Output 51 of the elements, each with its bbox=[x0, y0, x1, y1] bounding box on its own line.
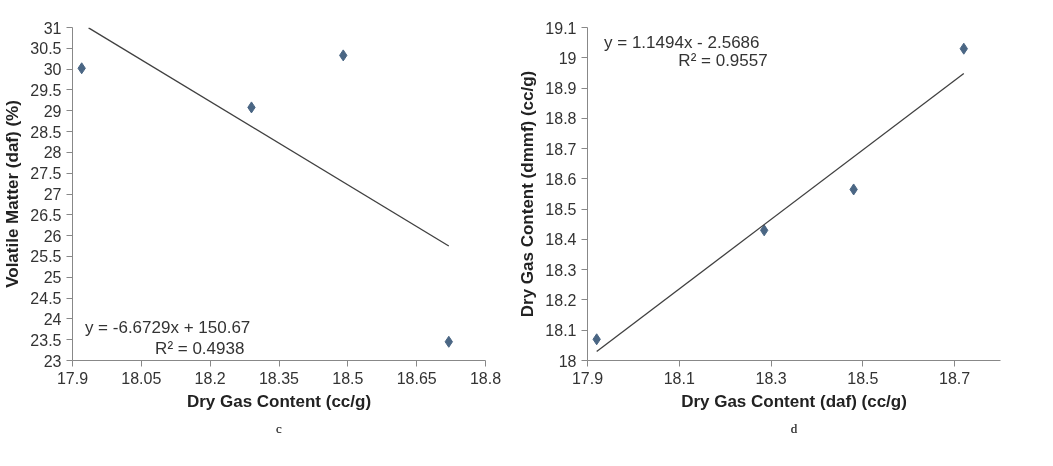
y-tick-label: 18.2 bbox=[545, 291, 577, 309]
y-tick-label: 18.7 bbox=[545, 140, 577, 158]
y-tick-label: 26.5 bbox=[30, 206, 62, 224]
y-tick-label: 26 bbox=[43, 227, 62, 245]
annotation: R² = 0.4938 bbox=[155, 339, 245, 359]
y-tick-label: 30 bbox=[43, 61, 62, 79]
y-tick-label: 28.5 bbox=[30, 123, 62, 141]
x-tick-label: 18.5 bbox=[332, 369, 364, 387]
y-tick-label: 28 bbox=[43, 144, 62, 162]
annotation: R² = 0.9557 bbox=[678, 51, 768, 71]
annotation: y = -6.6729x + 150.67 bbox=[84, 317, 251, 337]
x-tick-label: 18.65 bbox=[396, 369, 437, 387]
y-tick-label: 18.3 bbox=[545, 261, 577, 279]
y-tick-label: 23.5 bbox=[30, 331, 62, 349]
y-tick-label: 18.6 bbox=[545, 170, 577, 188]
x-tick-label: 18.1 bbox=[663, 369, 695, 387]
y-tick-label: 19 bbox=[558, 49, 577, 67]
x-tick-label: 18.2 bbox=[194, 369, 226, 387]
y-tick-label: 31 bbox=[43, 19, 62, 37]
x-tick-label: 18.5 bbox=[847, 369, 879, 387]
y-tick-label: 18.4 bbox=[545, 231, 577, 249]
y-tick-label: 27 bbox=[43, 186, 62, 203]
y-tick-label: 24.5 bbox=[30, 290, 62, 308]
y-tick-label: 29 bbox=[43, 102, 62, 120]
y-tick-label: 30.5 bbox=[30, 40, 62, 58]
y-tick-label: 27.5 bbox=[30, 165, 62, 183]
y-tick-label: 19.1 bbox=[545, 19, 577, 37]
y-tick-label: 24 bbox=[43, 310, 62, 328]
x-axis-title: Dry Gas Content (cc/g) bbox=[186, 391, 372, 411]
text: d bbox=[790, 420, 798, 436]
x-tick-label: 18.7 bbox=[939, 369, 971, 387]
y-tick-label: 23 bbox=[43, 352, 62, 370]
y-tick-label: 29.5 bbox=[30, 81, 62, 99]
y-tick-label: 18.1 bbox=[545, 322, 577, 340]
x-tick-label: 17.9 bbox=[571, 369, 604, 387]
x-tick-label: 18.35 bbox=[258, 369, 300, 387]
y-axis-title: Dry Gas Content (dmmf) (cc/g) bbox=[518, 70, 538, 318]
y-axis-title: Volatile Matter (daf) (%) bbox=[3, 100, 23, 288]
y-tick-label: 18.9 bbox=[545, 80, 577, 98]
y-tick-label: 25.5 bbox=[30, 248, 62, 266]
x-tick-label: 18.05 bbox=[121, 369, 162, 387]
annotation: y = 1.1494x - 2.5686 bbox=[604, 32, 760, 52]
x-tick-label: 18.3 bbox=[755, 369, 787, 387]
y-tick-label: 18 bbox=[558, 352, 577, 370]
x-tick-label: 18.8 bbox=[469, 369, 502, 387]
y-tick-label: 25 bbox=[43, 269, 62, 287]
x-tick-label: 17.9 bbox=[56, 369, 89, 387]
y-tick-label: 18.8 bbox=[545, 110, 577, 128]
text: c bbox=[276, 420, 283, 436]
x-axis-title: Dry Gas Content (daf) (cc/g) bbox=[681, 391, 907, 411]
y-tick-label: 18.5 bbox=[545, 201, 577, 219]
